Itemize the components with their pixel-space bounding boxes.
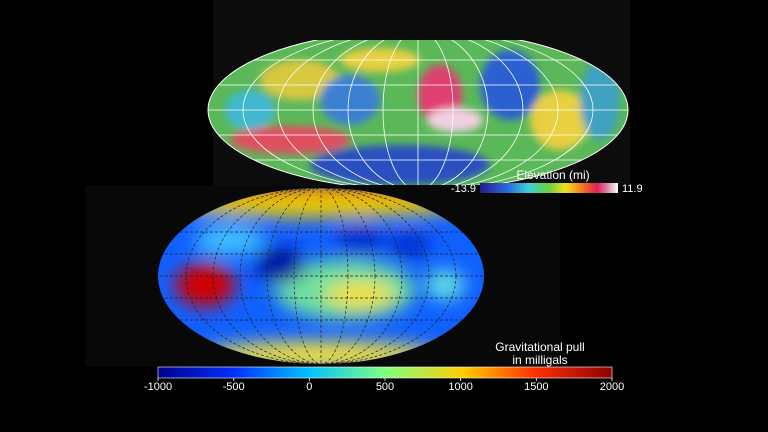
elevation-map <box>207 40 629 185</box>
elevation-min: -13.9 <box>451 183 476 195</box>
tick-label: -1000 <box>144 381 172 393</box>
elevation-max: 11.9 <box>622 183 643 195</box>
tick-label: -500 <box>223 381 245 393</box>
tick-label: 500 <box>376 381 394 393</box>
tick-label: 2000 <box>600 381 624 393</box>
gravity-title: Gravitational pull <box>495 340 584 354</box>
tick-label: 1000 <box>448 381 472 393</box>
gravity-title: in milligals <box>512 353 567 367</box>
tick-label: 1500 <box>524 381 548 393</box>
gravity-colorbar <box>157 366 613 379</box>
elevation-colorbar <box>480 183 618 193</box>
tick-label: 0 <box>306 381 312 393</box>
elevation-title: Elevation (mi) <box>516 168 589 182</box>
